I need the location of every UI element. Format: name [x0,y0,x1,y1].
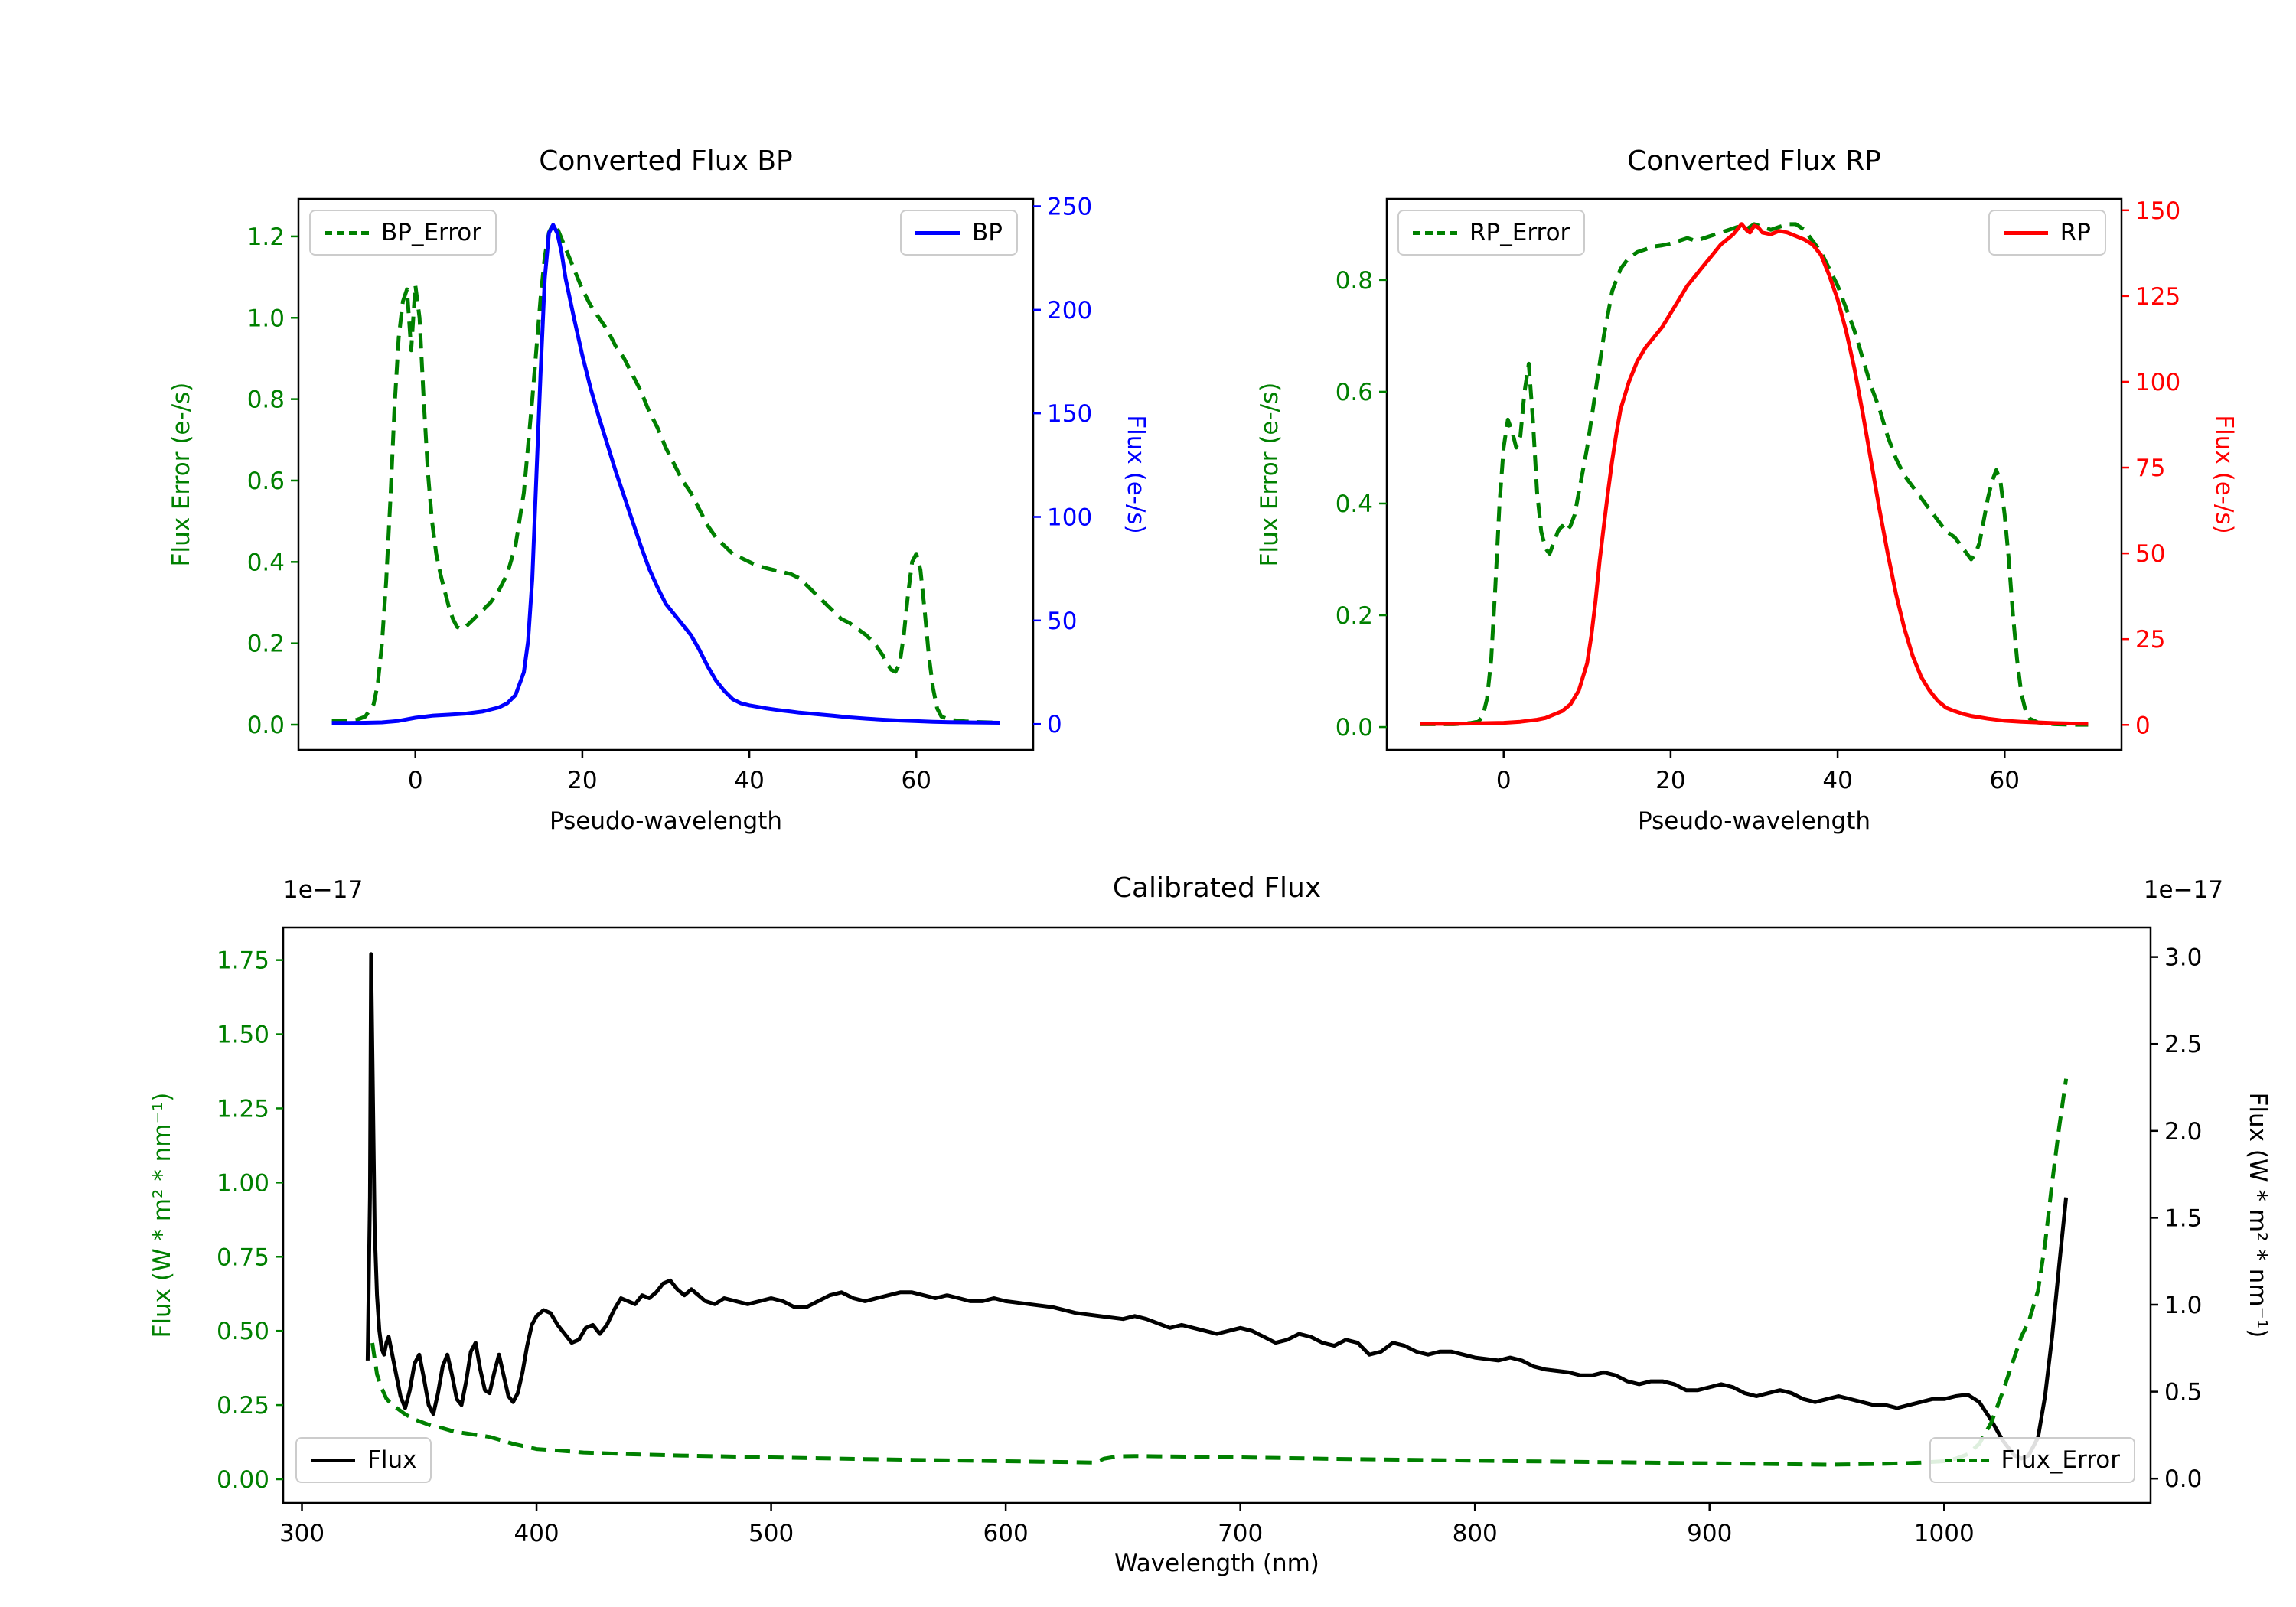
svg-text:0.75: 0.75 [217,1244,269,1271]
svg-text:60: 60 [1990,767,2020,794]
svg-text:0.5: 0.5 [2164,1379,2202,1407]
svg-text:600: 600 [983,1520,1029,1547]
svg-text:0.50: 0.50 [217,1318,269,1345]
rp-legend-label: RP [2060,219,2091,246]
svg-text:300: 300 [279,1520,325,1547]
svg-text:1.0: 1.0 [2164,1292,2202,1319]
svg-text:0.2: 0.2 [1336,602,1373,630]
svg-text:1.2: 1.2 [247,223,285,251]
svg-text:1.75: 1.75 [217,947,269,975]
rp-ylabel-right: Flux (e-/s) [2210,415,2238,534]
cal-plot-area: 300 400 500 600 700 800 900 1000 0.00 0.25 0.50 0.7… [217,926,2202,1547]
svg-text:2.0: 2.0 [2164,1118,2202,1146]
flux-error-legend-label: Flux_Error [2001,1446,2121,1474]
rp-error-legend: RP_Error [1397,210,1586,256]
bp-legend-line-icon [915,230,960,235]
bp-error-legend: BP_Error [309,210,497,256]
svg-text:1.5: 1.5 [2164,1204,2202,1232]
cal-ylabel-left: Flux (W * m² * nm⁻¹) [148,1092,176,1338]
svg-text:3.0: 3.0 [2164,944,2202,972]
svg-text:400: 400 [514,1520,559,1547]
svg-text:100: 100 [2135,369,2180,396]
rp-error-legend-label: RP_Error [1469,219,1570,246]
svg-text:1.50: 1.50 [217,1022,269,1049]
flux-error-legend: Flux_Error [1929,1437,2135,1483]
svg-text:200: 200 [1047,297,1092,324]
cal-title: Calibrated Flux [1112,872,1322,904]
svg-text:40: 40 [734,767,764,794]
svg-text:800: 800 [1453,1520,1498,1547]
svg-text:0.6: 0.6 [1336,379,1373,406]
svg-text:0.8: 0.8 [247,386,285,414]
svg-text:25: 25 [2135,626,2165,654]
bp-legend: BP [900,210,1018,256]
svg-text:20: 20 [1655,767,1685,794]
svg-text:1.25: 1.25 [217,1095,269,1123]
svg-text:75: 75 [2135,455,2165,482]
svg-text:60: 60 [902,767,931,794]
svg-text:0.0: 0.0 [247,712,285,739]
svg-text:0.2: 0.2 [247,631,285,658]
rp-legend-line-icon [2003,230,2048,235]
svg-text:0: 0 [1496,767,1512,794]
cal-xlabel: Wavelength (nm) [1114,1550,1319,1577]
rp-xlabel: Pseudo-wavelength [1637,807,1870,835]
flux-legend: Flux [295,1437,432,1483]
rp-error-legend-line-icon [1413,230,1457,235]
cal-ylabel-right: Flux (W * m² * nm⁻¹) [2244,1092,2272,1338]
bp-ylabel-left: Flux Error (e-/s) [168,382,195,567]
svg-text:250: 250 [1047,193,1092,220]
cal-offset-right: 1e−17 [2143,876,2223,904]
svg-text:0.6: 0.6 [247,468,285,495]
svg-text:900: 900 [1687,1520,1732,1547]
svg-text:1.0: 1.0 [247,305,285,332]
svg-text:1000: 1000 [1914,1520,1975,1547]
svg-text:150: 150 [1047,400,1092,428]
svg-text:0: 0 [2135,712,2151,739]
bp-xlabel: Pseudo-wavelength [549,807,782,835]
bp-plot-area: 0 20 40 60 0.0 0.2 0.4 0.6 0.8 1.0 1.2 0 50 100 150 200… [247,193,1092,794]
svg-text:0.25: 0.25 [217,1392,269,1420]
svg-text:0.4: 0.4 [1336,491,1373,518]
rp-title: Converted Flux RP [1627,145,1881,177]
svg-text:50: 50 [2135,540,2165,568]
svg-text:50: 50 [1047,608,1077,635]
svg-text:0.0: 0.0 [2164,1465,2202,1493]
svg-text:0.0: 0.0 [1336,714,1373,742]
svg-text:150: 150 [2135,197,2180,225]
flux-error-legend-line-icon [1944,1458,1989,1462]
svg-text:0: 0 [1047,711,1062,738]
svg-text:0.8: 0.8 [1336,267,1373,295]
flux-legend-line-icon [311,1458,355,1462]
svg-text:0.4: 0.4 [247,549,285,576]
svg-text:125: 125 [2135,283,2180,311]
svg-text:2.5: 2.5 [2164,1031,2202,1058]
cal-offset-left: 1e−17 [283,876,364,904]
bp-error-legend-label: BP_Error [381,219,482,246]
rp-plot-area: 0 20 40 60 0.0 0.2 0.4 0.6 0.8 0 25 50 75 100 125 150 [1336,197,2180,794]
rp-ylabel-left: Flux Error (e-/s) [1256,382,1283,567]
rp-legend: RP [1988,210,2106,256]
bp-legend-label: BP [972,219,1003,246]
svg-text:1.00: 1.00 [217,1169,269,1197]
svg-text:100: 100 [1047,504,1092,531]
svg-text:0.00: 0.00 [217,1466,269,1494]
flux-legend-label: Flux [367,1446,417,1474]
bp-error-legend-line-icon [325,230,369,235]
bp-ylabel-right: Flux (e-/s) [1122,415,1150,534]
svg-text:700: 700 [1218,1520,1263,1547]
bp-title: Converted Flux BP [539,145,793,177]
svg-text:0: 0 [408,767,423,794]
svg-text:20: 20 [567,767,597,794]
svg-text:40: 40 [1822,767,1852,794]
svg-text:500: 500 [748,1520,794,1547]
